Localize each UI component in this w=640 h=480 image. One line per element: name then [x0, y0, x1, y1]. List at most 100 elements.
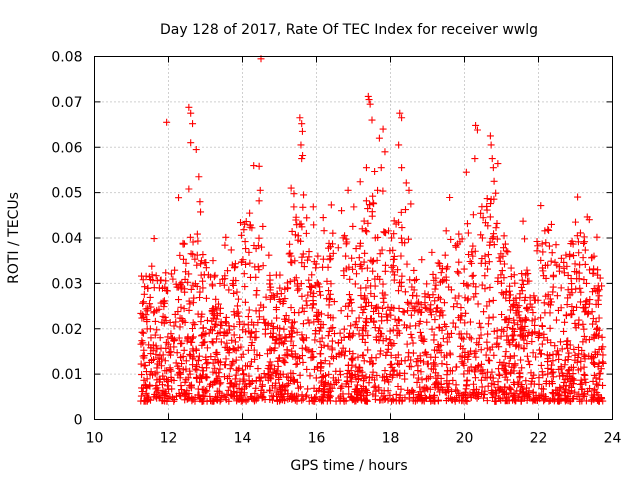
data-point	[344, 312, 352, 320]
data-point	[418, 336, 426, 344]
data-point	[565, 366, 573, 374]
data-point	[246, 362, 254, 370]
data-point	[388, 234, 396, 242]
data-point	[201, 338, 209, 346]
data-point	[299, 335, 307, 343]
data-point	[293, 360, 301, 368]
data-point	[483, 202, 491, 210]
data-point	[226, 365, 234, 373]
data-point	[339, 395, 347, 403]
data-point	[281, 295, 289, 303]
data-point	[582, 279, 590, 287]
data-point	[581, 260, 589, 268]
data-point	[426, 308, 434, 316]
data-point	[244, 321, 252, 329]
data-point	[518, 270, 526, 278]
data-point	[194, 237, 202, 245]
data-point	[181, 391, 189, 399]
data-point	[371, 282, 379, 290]
data-point	[305, 276, 313, 284]
data-point	[236, 392, 244, 400]
data-point	[175, 194, 183, 202]
data-point	[208, 338, 216, 346]
data-point	[488, 368, 496, 376]
data-point	[389, 395, 397, 403]
data-point	[236, 377, 244, 385]
data-point	[434, 383, 442, 391]
data-point	[436, 295, 444, 303]
data-point	[473, 394, 481, 402]
data-point	[499, 290, 507, 298]
data-point	[416, 383, 424, 391]
data-point	[321, 357, 329, 365]
data-point-outlier	[192, 146, 200, 154]
data-point	[579, 320, 587, 328]
data-point	[340, 396, 348, 404]
data-point	[143, 375, 151, 383]
data-point	[492, 397, 500, 405]
data-point	[522, 377, 530, 385]
data-point	[352, 388, 360, 396]
data-point	[343, 238, 351, 246]
data-point	[363, 264, 371, 272]
data-point	[264, 320, 272, 328]
data-point	[299, 358, 307, 366]
data-point	[352, 245, 360, 253]
data-point	[389, 268, 397, 276]
data-point	[500, 232, 508, 240]
data-point	[221, 275, 229, 283]
data-point	[576, 284, 584, 292]
data-point	[220, 281, 228, 289]
data-point	[580, 332, 588, 340]
data-point	[200, 330, 208, 338]
data-point	[272, 336, 280, 344]
data-point	[154, 360, 162, 368]
data-point	[537, 361, 545, 369]
data-point	[501, 352, 509, 360]
data-point	[231, 263, 239, 271]
data-point	[330, 298, 338, 306]
data-point	[495, 254, 503, 262]
data-point	[213, 350, 221, 358]
data-point	[225, 322, 233, 330]
data-point	[209, 305, 217, 313]
data-point	[169, 275, 177, 283]
data-point	[178, 317, 186, 325]
data-point	[390, 366, 398, 374]
data-point	[481, 272, 489, 280]
data-point	[175, 369, 183, 377]
data-point	[344, 302, 352, 310]
data-point	[189, 333, 197, 341]
data-point	[140, 376, 148, 384]
data-point	[490, 327, 498, 335]
data-point	[241, 238, 249, 246]
data-point	[216, 365, 224, 373]
data-point	[543, 336, 551, 344]
data-point	[310, 384, 318, 392]
data-point	[573, 275, 581, 283]
data-point	[346, 275, 354, 283]
data-point	[153, 345, 161, 353]
y-tick-label: 0.02	[51, 322, 82, 338]
data-point	[579, 391, 587, 399]
data-point	[292, 360, 300, 368]
data-point	[577, 288, 585, 296]
data-point	[241, 283, 249, 291]
data-point	[336, 329, 344, 337]
data-point	[254, 242, 262, 250]
data-point	[332, 397, 340, 405]
data-point	[228, 361, 236, 369]
data-point	[465, 350, 473, 358]
data-point	[586, 266, 594, 274]
data-point	[566, 291, 574, 299]
data-point	[152, 382, 160, 390]
data-point	[197, 208, 205, 216]
data-point	[418, 376, 426, 384]
data-point	[289, 370, 297, 378]
data-point	[309, 347, 317, 355]
data-point	[460, 265, 468, 273]
data-point	[406, 276, 414, 284]
data-point	[467, 335, 475, 343]
data-point	[569, 363, 577, 371]
data-point	[598, 282, 606, 290]
